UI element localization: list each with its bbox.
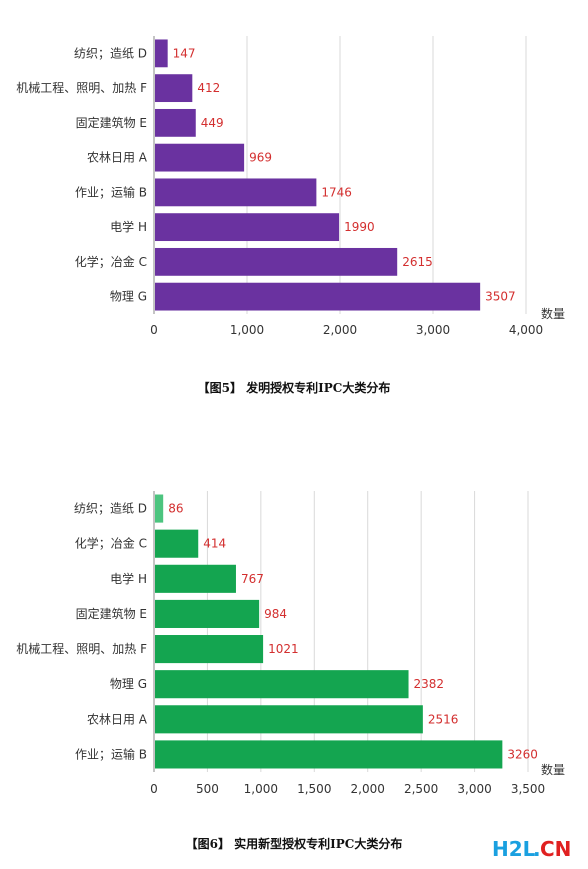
watermark-cn: CN — [540, 837, 571, 861]
um-data-label: 767 — [241, 572, 264, 586]
watermark-dot: . — [533, 837, 541, 861]
chart-caption-utility: 【图6】 实用新型授权专利IPC大类分布 — [186, 836, 403, 851]
um-bar — [155, 670, 409, 699]
um-category-label: 化学；冶金 C — [75, 536, 147, 551]
inv-category-label: 固定建筑物 E — [76, 115, 147, 130]
um-data-label: 2516 — [428, 712, 459, 726]
um-category-label: 纺织；造纸 D — [74, 502, 147, 516]
inv-bar — [155, 39, 168, 68]
inv-category-label: 物理 G — [110, 290, 147, 304]
inv-category-label: 机械工程、照明、加热 F — [16, 80, 147, 95]
um-category-label: 机械工程、照明、加热 F — [16, 641, 147, 656]
um-tick-label: 2,000 — [351, 782, 385, 796]
um-tick-label: 0 — [150, 782, 158, 796]
inv-data-label: 1746 — [321, 185, 352, 199]
um-bar — [155, 705, 423, 734]
inv-bar — [155, 213, 340, 242]
inv-tick-label: 0 — [150, 323, 158, 337]
um-data-label: 414 — [203, 537, 226, 551]
um-category-label: 农林日用 A — [87, 712, 148, 726]
inv-data-label: 449 — [201, 116, 224, 130]
inv-data-label: 969 — [249, 151, 272, 165]
inv-tick-label: 3,000 — [416, 323, 450, 337]
inv-bar — [155, 178, 317, 207]
inv-category-label: 作业；运输 B — [75, 184, 147, 199]
inv-category-label: 电学 H — [110, 219, 147, 234]
um-data-label: 984 — [264, 607, 287, 621]
inv-data-label: 147 — [173, 46, 196, 60]
um-category-label: 电学 H — [110, 571, 147, 586]
inv-tick-label: 2,000 — [323, 323, 357, 337]
um-tick-label: 3,000 — [457, 782, 491, 796]
um-bar — [155, 635, 264, 664]
um-bar — [155, 599, 260, 628]
inv-tick-label: 1,000 — [230, 323, 264, 337]
watermark-h2l: H2L — [492, 837, 536, 861]
um-tick-label: 1,000 — [244, 782, 278, 796]
inv-data-label: 1990 — [344, 220, 375, 234]
inv-value-axis-label: 数量 — [541, 306, 565, 321]
um-category-label: 固定建筑物 E — [76, 606, 147, 621]
inv-bar — [155, 143, 245, 172]
inv-bar — [155, 74, 193, 103]
um-category-label: 作业；运输 B — [75, 746, 147, 761]
inv-tick-label: 4,000 — [509, 323, 543, 337]
um-bar — [155, 494, 164, 523]
inv-data-label: 412 — [197, 81, 220, 95]
um-data-label: 3260 — [507, 747, 538, 761]
um-tick-label: 500 — [196, 782, 219, 796]
inv-bar — [155, 282, 481, 311]
um-category-label: 物理 G — [110, 677, 147, 691]
site-watermark: H2L . CN — [492, 837, 571, 861]
invention-patent-chart: 0 1,000 2,000 3,000 4,000 数量 纺织；造纸 D 147 机械工程、照明… — [16, 36, 565, 337]
inv-data-label: 2615 — [402, 255, 433, 269]
um-data-label: 1021 — [268, 642, 299, 656]
um-bar — [155, 529, 199, 558]
um-tick-label: 3,500 — [511, 782, 545, 796]
um-bar — [155, 564, 236, 593]
um-data-label: 86 — [168, 502, 183, 516]
um-value-axis-label: 数量 — [541, 762, 565, 777]
inv-bar — [155, 108, 196, 137]
inv-category-label: 化学；冶金 C — [75, 254, 147, 269]
inv-category-label: 纺织；造纸 D — [74, 46, 147, 60]
inv-category-label: 农林日用 A — [87, 151, 148, 165]
um-tick-label: 2,500 — [404, 782, 438, 796]
inv-data-label: 3507 — [485, 290, 516, 304]
utility-model-chart: 0 500 1,000 1,500 2,000 2,500 3,000 3,500 数量 纺织；造… — [16, 491, 565, 796]
um-bar — [155, 740, 503, 769]
um-tick-label: 1,500 — [297, 782, 331, 796]
inv-bar — [155, 247, 398, 276]
chart-caption-invention: 【图5】 发明授权专利IPC大类分布 — [198, 380, 391, 395]
um-data-label: 2382 — [414, 677, 445, 691]
